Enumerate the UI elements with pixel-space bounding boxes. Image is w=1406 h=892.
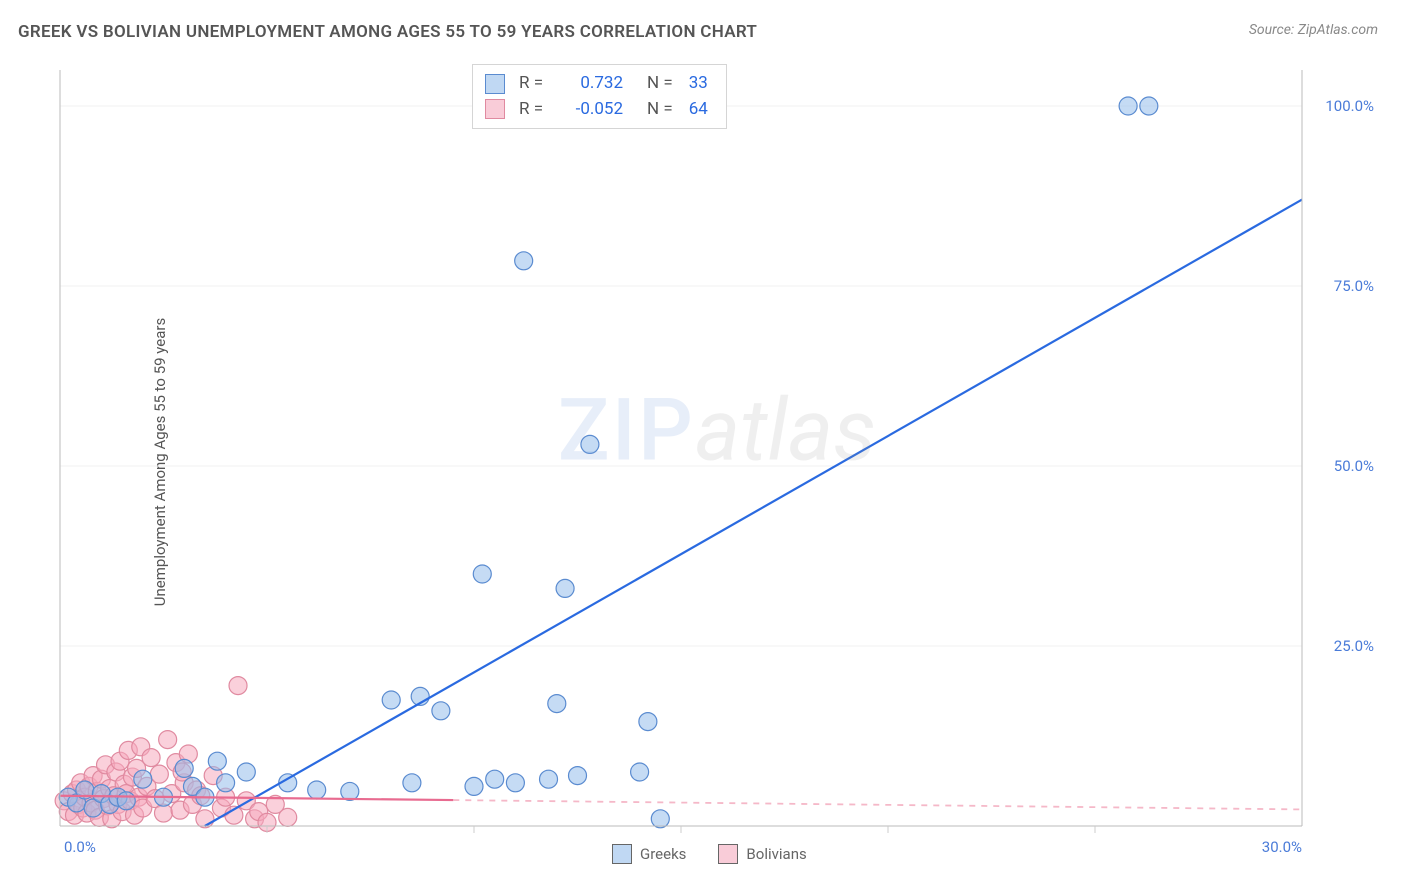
svg-text:50.0%: 50.0% — [1334, 457, 1374, 475]
svg-text:75.0%: 75.0% — [1334, 277, 1374, 295]
swatch-pink-icon — [485, 99, 505, 119]
svg-text:100.0%: 100.0% — [1325, 97, 1374, 115]
scatter-plot: 25.0% 50.0% 75.0% 100.0% 0.0% 30.0% — [52, 62, 1382, 862]
svg-text:30.0%: 30.0% — [1262, 838, 1302, 856]
correlation-row-greeks: R = 0.732 N = 33 — [485, 71, 708, 97]
legend-greeks: Greeks — [612, 844, 686, 864]
correlation-legend: R = 0.732 N = 33 R = -0.052 N = 64 — [472, 64, 727, 129]
svg-text:25.0%: 25.0% — [1334, 637, 1374, 655]
correlation-row-bolivians: R = -0.052 N = 64 — [485, 97, 708, 123]
chart-area: Unemployment Among Ages 55 to 59 years 2… — [52, 62, 1382, 862]
legend-bolivians: Bolivians — [718, 844, 806, 864]
series-legend: Greeks Bolivians — [612, 844, 807, 864]
source-label: Source: ZipAtlas.com — [1249, 22, 1378, 38]
svg-text:0.0%: 0.0% — [64, 838, 96, 856]
legend-swatch-pink-icon — [718, 844, 738, 864]
page-title: GREEK VS BOLIVIAN UNEMPLOYMENT AMONG AGE… — [18, 22, 757, 42]
swatch-blue-icon — [485, 74, 505, 94]
legend-swatch-blue-icon — [612, 844, 632, 864]
